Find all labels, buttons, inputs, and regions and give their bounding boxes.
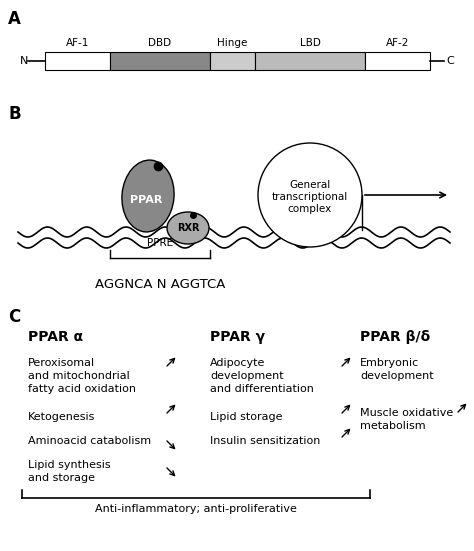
Text: AGGNCA N AGGTCA: AGGNCA N AGGTCA — [95, 278, 225, 291]
Text: Lipid synthesis
and storage: Lipid synthesis and storage — [28, 460, 110, 483]
Text: Anti-inflammatory; anti-proliferative: Anti-inflammatory; anti-proliferative — [95, 504, 297, 514]
Text: PPAR β/δ: PPAR β/δ — [360, 330, 430, 344]
Text: C: C — [446, 56, 454, 66]
Text: PPRE: PPRE — [147, 238, 173, 248]
Bar — [45, 52, 110, 70]
Text: PPAR α: PPAR α — [28, 330, 83, 344]
Text: AF-1: AF-1 — [66, 38, 89, 48]
Text: Adipocyte
development
and differentiation: Adipocyte development and differentiatio… — [210, 358, 314, 395]
Text: Lipid storage: Lipid storage — [210, 412, 283, 422]
Text: DBD: DBD — [148, 38, 172, 48]
Text: C: C — [8, 308, 20, 326]
Ellipse shape — [122, 160, 174, 232]
Bar — [110, 52, 210, 70]
Bar — [255, 52, 365, 70]
Bar — [365, 52, 430, 70]
Text: A: A — [8, 10, 21, 28]
Text: Hinge: Hinge — [217, 38, 248, 48]
Text: Insulin sensitization: Insulin sensitization — [210, 436, 320, 446]
Text: Embryonic
development: Embryonic development — [360, 358, 434, 381]
Text: Peroxisomal
and mitochondrial
fatty acid oxidation: Peroxisomal and mitochondrial fatty acid… — [28, 358, 136, 395]
Text: LBD: LBD — [300, 38, 320, 48]
Text: RXR: RXR — [177, 223, 199, 233]
Text: transcriptional: transcriptional — [272, 192, 348, 202]
Text: PPAR: PPAR — [130, 195, 162, 205]
Text: N: N — [20, 56, 28, 66]
Text: Muscle oxidative
metabolism: Muscle oxidative metabolism — [360, 408, 453, 431]
Text: B: B — [8, 105, 21, 123]
Text: Aminoacid catabolism: Aminoacid catabolism — [28, 436, 151, 446]
Text: AF-2: AF-2 — [386, 38, 409, 48]
Ellipse shape — [258, 143, 362, 247]
Text: PPAR γ: PPAR γ — [210, 330, 265, 344]
Bar — [210, 52, 255, 70]
Ellipse shape — [167, 212, 209, 244]
Text: Ketogenesis: Ketogenesis — [28, 412, 95, 422]
Text: complex: complex — [288, 204, 332, 214]
Text: General: General — [289, 180, 331, 190]
